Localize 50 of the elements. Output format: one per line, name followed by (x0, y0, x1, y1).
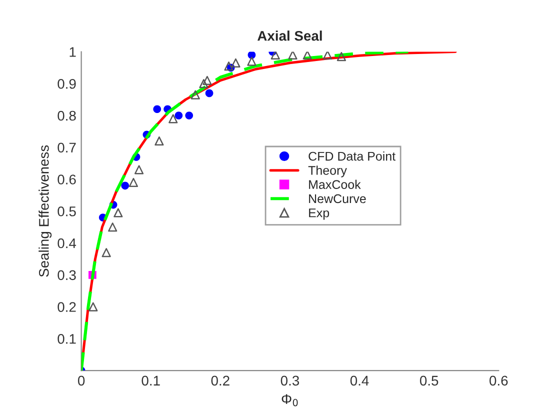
y-tick-label: 0.9 (58, 78, 76, 89)
point (134, 165, 144, 174)
legend-label: Exp (309, 208, 330, 220)
y-tick-label: 0.6 (58, 174, 76, 184)
x-tick-label: 0.6 (490, 376, 508, 386)
x-tick-label: 0.4 (350, 376, 369, 386)
legend-label: MaxCook (309, 180, 361, 189)
point (174, 112, 183, 120)
point (121, 182, 130, 190)
point (190, 90, 200, 100)
point (88, 302, 98, 312)
point (288, 52, 298, 60)
point (153, 105, 162, 114)
point (154, 136, 164, 146)
x-tick-label: 0.1 (142, 376, 160, 386)
point (248, 52, 256, 59)
x-tick-label: 0 (78, 376, 85, 386)
x-axis-title: Φ$_{0}$ (282, 394, 298, 406)
chart-title: Axial Seal (258, 30, 322, 41)
point (302, 52, 312, 60)
point (322, 52, 332, 60)
x-tick-label: 0.3 (280, 376, 300, 386)
y-tick-label: 0.2 (58, 302, 76, 312)
point (199, 79, 208, 88)
legend-label: CFD Data Point (308, 152, 396, 161)
point (270, 52, 280, 60)
y-tick-label: 0.4 (58, 238, 76, 248)
y-tick-label: 0.5 (58, 206, 76, 216)
point (336, 52, 346, 62)
point (224, 62, 234, 71)
legend-label: NewCurve (309, 194, 366, 204)
point (102, 248, 111, 258)
y-tick-label: 0.1 (58, 334, 76, 344)
y-tick-label: 1 (70, 47, 76, 57)
x-tick-label: 0.5 (420, 376, 438, 386)
x-tick-label: 0.2 (211, 376, 230, 386)
point (114, 208, 123, 218)
point (185, 112, 194, 120)
legend-label: Theory (308, 166, 347, 178)
y-tick-label: 0.3 (58, 270, 76, 280)
point (128, 178, 138, 188)
point (247, 56, 256, 66)
y-tick-label: 0.8 (58, 110, 76, 121)
y-axis-title: Sealing Effectiveness (38, 145, 52, 277)
point (108, 222, 118, 232)
point (168, 114, 178, 124)
y-tick-label: 0.7 (58, 142, 76, 153)
point (205, 89, 214, 98)
point (202, 76, 212, 85)
point (231, 58, 240, 68)
